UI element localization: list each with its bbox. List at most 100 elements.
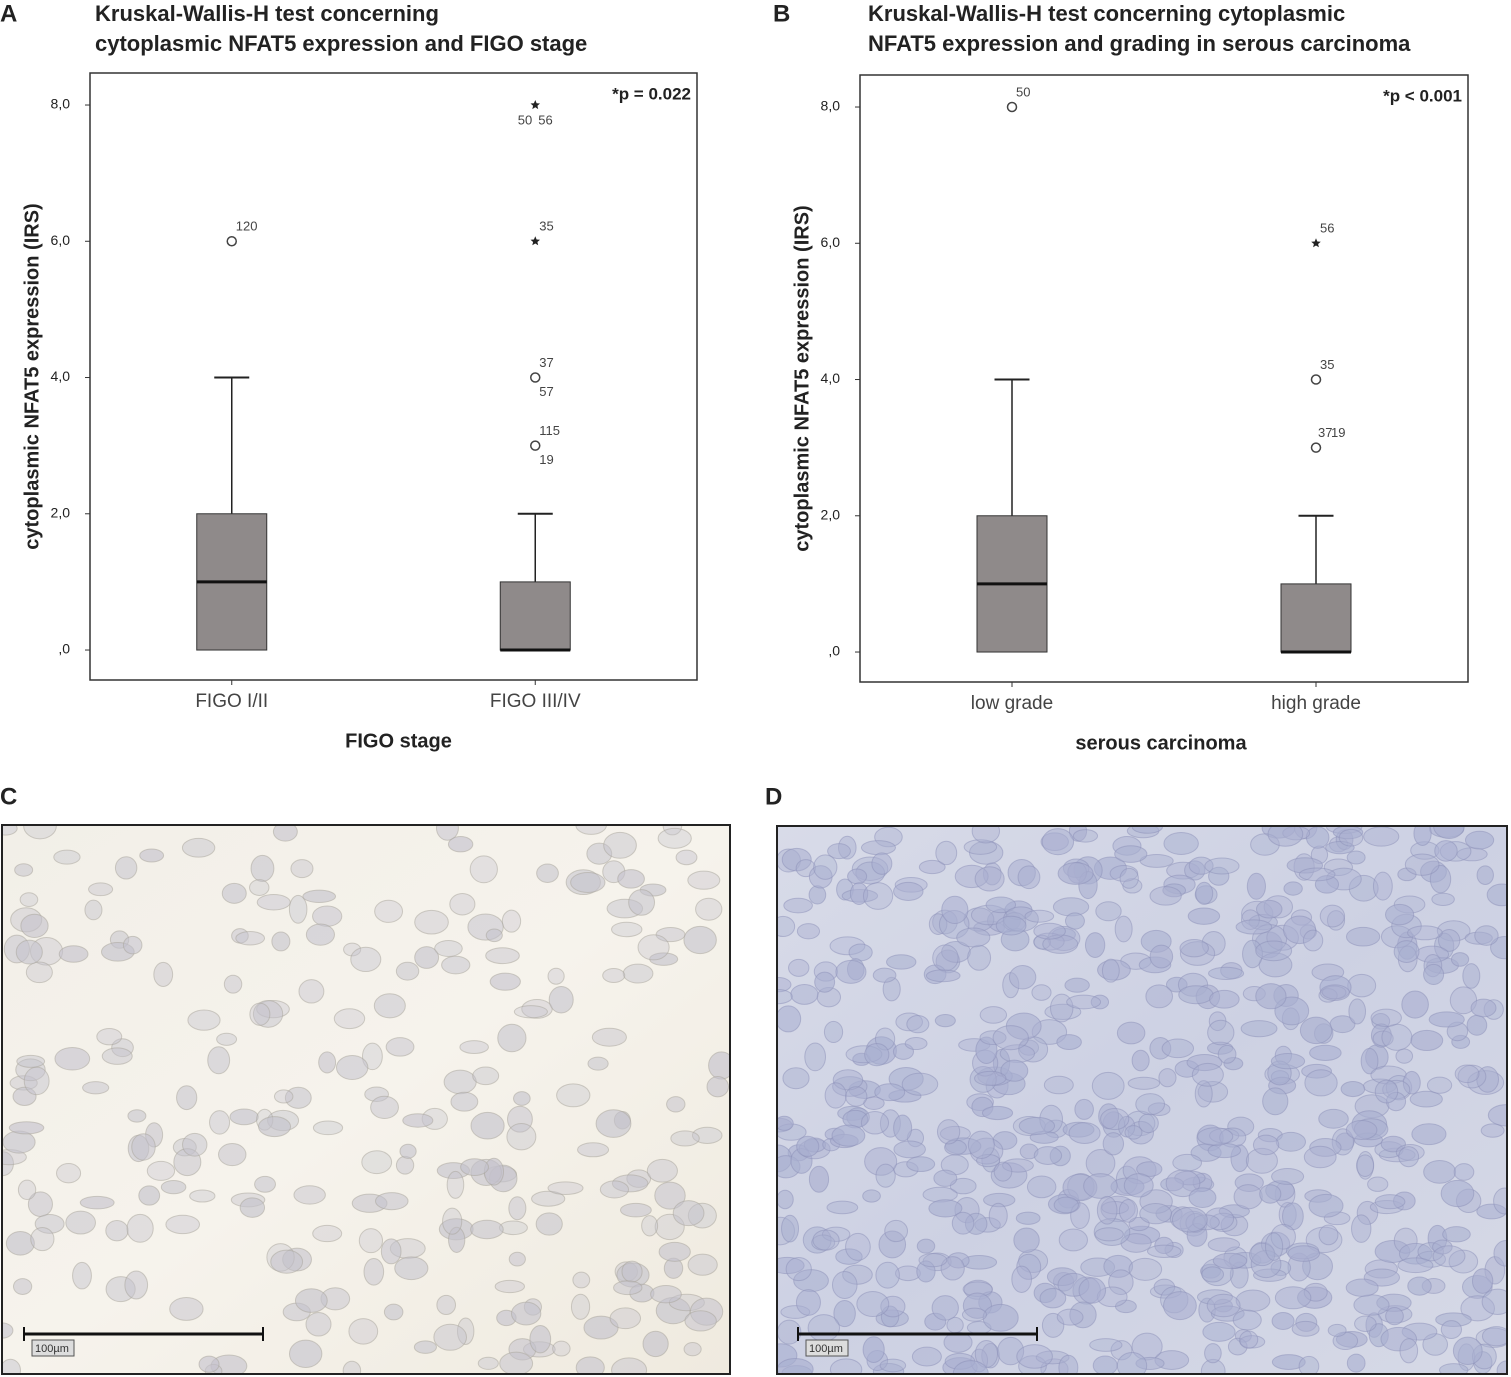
cell — [687, 1253, 718, 1276]
cell — [288, 894, 308, 924]
cell — [1227, 1337, 1248, 1356]
cell — [187, 1009, 221, 1031]
cell — [508, 1251, 526, 1267]
cell — [961, 1307, 988, 1322]
micrograph — [777, 826, 1507, 1374]
outlier-label: 50 — [1016, 84, 1030, 99]
cell — [448, 1226, 466, 1253]
cell — [1131, 1049, 1150, 1072]
cell — [893, 881, 924, 901]
cell — [879, 1358, 907, 1373]
cell — [383, 1303, 404, 1321]
cell — [1252, 1134, 1280, 1156]
cell — [1246, 872, 1266, 900]
cell — [1271, 1168, 1305, 1185]
cell — [1275, 1131, 1306, 1152]
cell — [835, 959, 867, 984]
cell — [370, 1095, 399, 1119]
cell — [654, 1181, 686, 1210]
cell — [1188, 1187, 1217, 1208]
chart-title: NFAT5 expression and grading in serous c… — [868, 31, 1411, 56]
cell — [611, 921, 643, 938]
cell — [1053, 1196, 1079, 1214]
cell — [1206, 1293, 1241, 1318]
cell — [979, 1006, 1008, 1024]
cell — [1476, 865, 1494, 885]
cell — [1346, 1353, 1366, 1373]
cell — [1355, 1154, 1375, 1177]
cell — [1438, 1363, 1469, 1374]
cell — [122, 935, 143, 955]
outlier-extreme — [530, 100, 540, 110]
cell — [1124, 1125, 1143, 1140]
cell — [19, 892, 39, 908]
cell — [642, 1330, 669, 1358]
cell — [1145, 984, 1174, 1009]
panel-label: B — [773, 0, 790, 27]
cell — [1041, 828, 1075, 856]
cell — [1454, 1064, 1480, 1084]
cell — [1474, 925, 1499, 946]
cell — [1255, 983, 1287, 1010]
cell — [1259, 1184, 1282, 1204]
cell — [498, 1220, 528, 1236]
cell — [1101, 958, 1120, 983]
cell — [1453, 1163, 1475, 1181]
cell — [1008, 965, 1037, 990]
cell — [433, 1323, 468, 1351]
cell — [1212, 1252, 1248, 1270]
cell — [621, 1260, 643, 1283]
cell — [992, 1025, 1029, 1051]
cell — [1410, 1029, 1444, 1051]
cell — [207, 1046, 231, 1075]
cell — [249, 1002, 271, 1026]
cell — [1326, 910, 1346, 931]
cell — [293, 1185, 326, 1205]
cell — [1380, 1326, 1418, 1352]
cell — [886, 954, 917, 970]
cell — [1114, 915, 1133, 943]
cell — [1033, 922, 1066, 940]
cell — [796, 1135, 820, 1157]
cell — [785, 1256, 812, 1282]
cell — [974, 866, 1005, 892]
cell — [1314, 875, 1340, 894]
cell — [1135, 1093, 1166, 1116]
cell — [1100, 1108, 1130, 1131]
cell — [1090, 994, 1110, 1010]
cell — [1411, 1123, 1447, 1146]
cell — [209, 1110, 231, 1135]
cell — [672, 1200, 705, 1227]
cell — [1401, 990, 1429, 1019]
cell — [795, 1289, 821, 1316]
cell — [139, 848, 165, 863]
cell — [312, 1120, 344, 1136]
cell — [1136, 1161, 1163, 1177]
cell — [138, 1185, 161, 1206]
cell — [918, 1253, 948, 1268]
cell — [602, 968, 626, 984]
cell — [513, 1005, 548, 1019]
cell — [1235, 919, 1273, 935]
cell — [294, 1288, 328, 1313]
cell — [1481, 1288, 1507, 1315]
cell — [1139, 1189, 1173, 1214]
cell — [982, 1303, 1019, 1332]
cell — [552, 1340, 571, 1357]
cell — [1165, 1169, 1201, 1198]
cell — [1345, 926, 1381, 947]
cell — [2, 1130, 36, 1154]
cell — [489, 972, 521, 991]
cell — [1233, 1184, 1263, 1210]
cell — [1415, 1250, 1446, 1268]
cell — [691, 1126, 723, 1144]
cell — [1286, 857, 1324, 874]
cell — [1470, 998, 1497, 1018]
cell — [1196, 1289, 1233, 1305]
panel-label: C — [0, 783, 17, 810]
cell — [176, 1085, 198, 1111]
cell — [1235, 1289, 1271, 1312]
cell — [1094, 1227, 1124, 1242]
cell — [1438, 928, 1461, 952]
cell — [470, 1219, 504, 1240]
